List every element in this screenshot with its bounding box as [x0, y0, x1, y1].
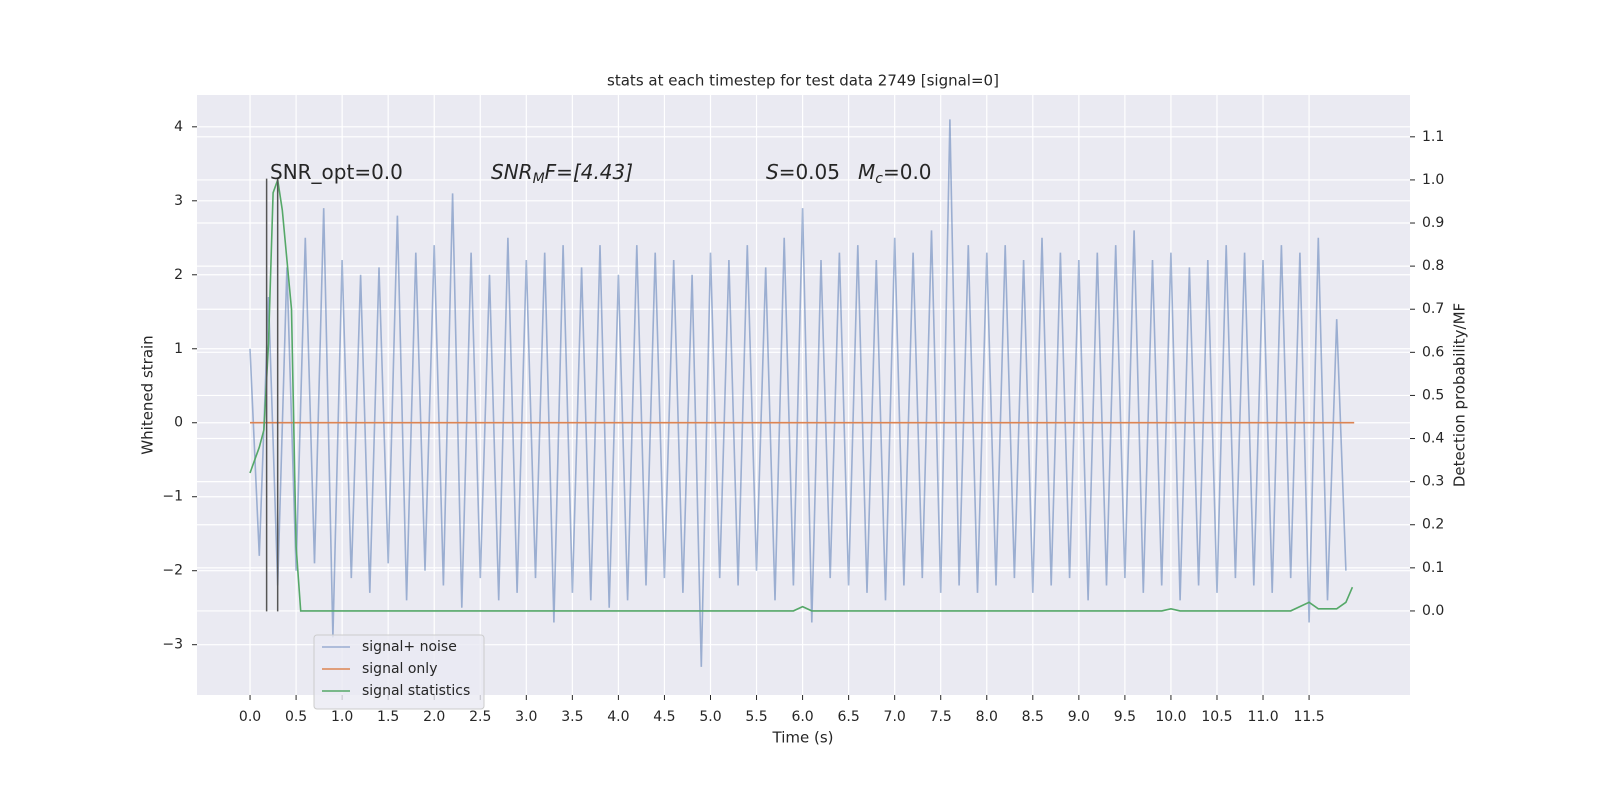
- y-tick-label: 3: [174, 193, 183, 209]
- chart-title: stats at each timestep for test data 274…: [607, 72, 999, 90]
- legend-box: [313, 634, 485, 710]
- annotation: SNR_opt=0.0: [270, 160, 403, 184]
- series-line: [249, 119, 1347, 667]
- annotation-part: =0.0: [883, 160, 932, 184]
- x-tick-label: 3.5: [561, 709, 583, 725]
- x-tick-label: 11.0: [1247, 709, 1278, 725]
- annotation-part: SNR: [491, 160, 533, 184]
- x-tick-label: 9.5: [1114, 709, 1136, 725]
- x-tick-label: 1.0: [331, 709, 353, 725]
- x-axis-label: Time (s): [772, 729, 834, 747]
- y2-axis-label: Detection probability/MF: [1451, 303, 1469, 487]
- y-tick-label: 1: [174, 341, 183, 357]
- x-tick-label: 1.5: [377, 709, 399, 725]
- x-tick-label: 2.5: [469, 709, 491, 725]
- annotation-part: M: [533, 171, 545, 187]
- x-tick-label: 3.0: [515, 709, 537, 725]
- annotation: Mc=0.0: [858, 160, 932, 188]
- y2-tick-label: 0.0: [1422, 603, 1444, 619]
- y2-tick-label: 0.7: [1422, 301, 1444, 317]
- x-tick-label: 5.0: [699, 709, 721, 725]
- x-tick-label: 7.0: [884, 709, 906, 725]
- y-tick-label: 4: [174, 119, 183, 135]
- series-line: [249, 179, 1354, 612]
- y2-tick-label: 0.6: [1422, 344, 1444, 360]
- annotation-part: S: [766, 160, 779, 184]
- x-tick-label: 11.5: [1293, 709, 1324, 725]
- x-tick-label: 9.0: [1068, 709, 1090, 725]
- y2-tick-label: 0.8: [1422, 258, 1444, 274]
- y2-tick-label: 1.0: [1422, 172, 1444, 188]
- annotation-part: =0.05: [779, 160, 840, 184]
- x-tick-label: 5.5: [745, 709, 767, 725]
- annotation-part: c: [875, 171, 883, 187]
- legend-label: signal+ noise: [362, 639, 457, 655]
- y2-tick-label: 0.1: [1422, 560, 1444, 576]
- y-tick-label: −3: [162, 637, 183, 653]
- y2-tick-label: 0.9: [1422, 215, 1444, 231]
- annotation-part: F=[4.43]: [545, 160, 633, 184]
- legend-label: signal statistics: [362, 683, 470, 699]
- x-tick-label: 7.5: [930, 709, 952, 725]
- x-tick-label: 4.5: [653, 709, 675, 725]
- y-tick-label: 0: [174, 415, 183, 431]
- y-tick-label: −1: [162, 489, 183, 505]
- y2-tick-label: 0.3: [1422, 474, 1444, 490]
- x-tick-label: 2.0: [423, 709, 445, 725]
- annotation-part: SNR_opt=0.0: [270, 160, 403, 184]
- annotation: S=0.05: [766, 160, 840, 184]
- legend-label: signal only: [362, 661, 437, 677]
- y2-tick-label: 0.5: [1422, 387, 1444, 403]
- x-tick-label: 10.5: [1201, 709, 1232, 725]
- annotation: SNRMF=[4.43]: [491, 160, 633, 188]
- x-tick-label: 10.0: [1155, 709, 1186, 725]
- x-tick-label: 0.0: [239, 709, 261, 725]
- x-tick-label: 6.0: [791, 709, 813, 725]
- x-tick-label: 8.0: [976, 709, 998, 725]
- y-axis-label: Whitened strain: [139, 335, 157, 454]
- x-tick-label: 0.5: [285, 709, 307, 725]
- y2-tick-label: 1.1: [1422, 129, 1444, 145]
- y2-tick-label: 0.2: [1422, 517, 1444, 533]
- x-tick-label: 8.5: [1022, 709, 1044, 725]
- y-tick-label: 2: [174, 267, 183, 283]
- y-tick-label: −2: [162, 563, 183, 579]
- annotation-part: M: [858, 160, 875, 184]
- x-tick-label: 4.0: [607, 709, 629, 725]
- y2-tick-label: 0.4: [1422, 431, 1444, 447]
- x-tick-label: 6.5: [837, 709, 859, 725]
